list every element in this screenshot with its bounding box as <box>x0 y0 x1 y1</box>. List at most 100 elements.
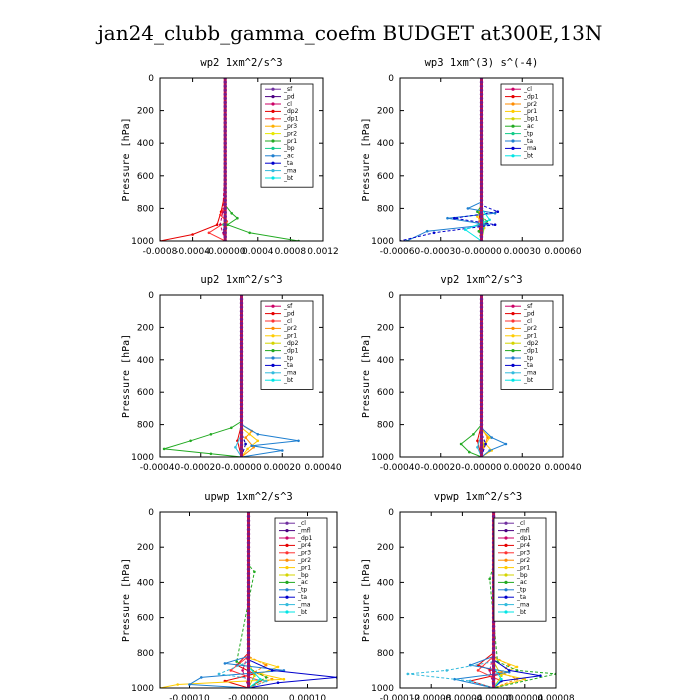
y-tick-label: 200 <box>137 107 154 117</box>
legend-label: _ma <box>283 167 297 174</box>
y-tick-label: 800 <box>377 421 394 431</box>
series-line-pr1 <box>160 512 285 688</box>
y-tick-label: 400 <box>377 578 394 588</box>
legend-label: _pr4 <box>297 542 311 549</box>
chart-panel-6: vpwp 1xm^2/s^3 Pressure [hPa] 0 200 400 600 80… <box>361 491 575 700</box>
central-profile-point <box>246 615 251 620</box>
series-point <box>248 433 251 436</box>
series-point <box>466 207 470 210</box>
legend-label: _pd <box>283 93 295 100</box>
central-profile-point <box>479 390 484 394</box>
central-profile-point <box>239 447 244 451</box>
central-profile-point <box>479 129 484 133</box>
legend-marker <box>504 529 508 533</box>
central-profile-point <box>479 149 484 153</box>
x-tick-label: -0.00060 <box>380 247 421 257</box>
series-point <box>496 210 500 213</box>
legend-marker <box>511 146 515 150</box>
legend-label: _pr1 <box>283 333 297 340</box>
x-tick-label: 0.00060 <box>544 247 581 257</box>
series-point <box>500 677 503 681</box>
legend-marker <box>285 566 289 570</box>
series-point <box>488 436 491 439</box>
series-point <box>244 442 247 446</box>
legend-label: _bp <box>516 572 528 579</box>
central-profile-point <box>246 527 251 532</box>
central-profile-point <box>479 206 484 211</box>
legend-label: _cl <box>283 318 292 325</box>
legend-marker <box>504 580 508 585</box>
central-profile-point <box>246 545 251 549</box>
legend-marker <box>285 580 289 585</box>
legend-label: _pd <box>523 310 535 317</box>
panel-title: vp2 1xm^2/s^3 <box>440 274 522 286</box>
x-tick-label: -0.00008 <box>411 694 452 700</box>
legend-marker <box>504 566 508 570</box>
central-profile-point <box>246 554 251 558</box>
legend-label: _pr1 <box>297 564 311 571</box>
x-tick-label: -0.00020 <box>181 463 222 473</box>
legend-marker <box>504 603 508 607</box>
central-profile-point <box>246 593 251 598</box>
legend-marker <box>511 132 515 136</box>
x-tick-label: -0.00000 <box>205 247 246 257</box>
central-profile-point <box>491 681 496 686</box>
central-profile-point <box>246 598 251 602</box>
central-profile-point <box>479 174 484 178</box>
central-profile-point <box>491 646 496 651</box>
central-profile-point <box>239 374 244 378</box>
central-profile-point <box>479 422 484 427</box>
legend-marker <box>285 610 289 614</box>
y-tick-label: 600 <box>377 388 394 398</box>
central-profile-point <box>223 190 227 194</box>
central-profile-point <box>479 104 484 109</box>
legend-marker <box>511 95 515 99</box>
y-axis-label: Pressure [hPa] <box>121 558 132 642</box>
legend-marker <box>271 378 275 382</box>
central-profile-point <box>479 231 484 235</box>
series-point <box>539 674 542 677</box>
series-line-ta <box>481 295 487 457</box>
central-profile-point <box>246 681 251 686</box>
central-profile-point <box>479 431 484 435</box>
x-tick-label: -0.00012 <box>380 694 420 700</box>
series-point <box>446 216 449 220</box>
central-profile-point <box>479 398 484 402</box>
x-tick-label: -0.00040 <box>380 463 421 473</box>
central-profile-point <box>223 210 227 215</box>
legend-marker <box>511 371 515 375</box>
series-point <box>453 216 456 220</box>
legend-marker <box>504 558 508 562</box>
central-profile-point <box>246 629 251 633</box>
legend-label: _mfl <box>516 527 530 534</box>
series-point <box>209 433 213 436</box>
series-point <box>215 223 219 226</box>
legend-marker <box>271 304 275 308</box>
legend-marker <box>285 573 289 577</box>
series-point <box>297 439 300 443</box>
chart-panel-4: vp2 1xm^2/s^3 Pressure [hPa] 0 200 400 600 800… <box>361 274 582 473</box>
legend-marker <box>285 543 289 548</box>
legend-label: _ma <box>516 601 530 608</box>
y-tick-label: 1000 <box>131 684 154 694</box>
legend-label: _bt <box>523 153 534 160</box>
series-point <box>282 669 286 672</box>
central-profile-point <box>479 88 484 92</box>
legend-marker <box>285 536 289 540</box>
x-tick-label: -0.00000 <box>461 247 502 257</box>
legend-label: _mfl <box>297 527 311 534</box>
x-tick-label: 0.0012 <box>307 247 339 257</box>
legend-label: _ma <box>283 370 297 377</box>
series-point <box>252 446 255 449</box>
central-profile-point <box>246 655 251 659</box>
legend-label: _pr2 <box>283 130 297 137</box>
series-group <box>160 78 300 241</box>
central-profile-point <box>246 611 251 615</box>
central-profile-point <box>479 362 484 366</box>
central-profile-point <box>223 182 227 186</box>
central-profile-point <box>479 317 484 321</box>
legend-label: _sf <box>283 303 293 310</box>
legend-label: _pd <box>283 310 295 317</box>
central-profile-point <box>223 141 227 145</box>
series-point <box>230 426 233 430</box>
